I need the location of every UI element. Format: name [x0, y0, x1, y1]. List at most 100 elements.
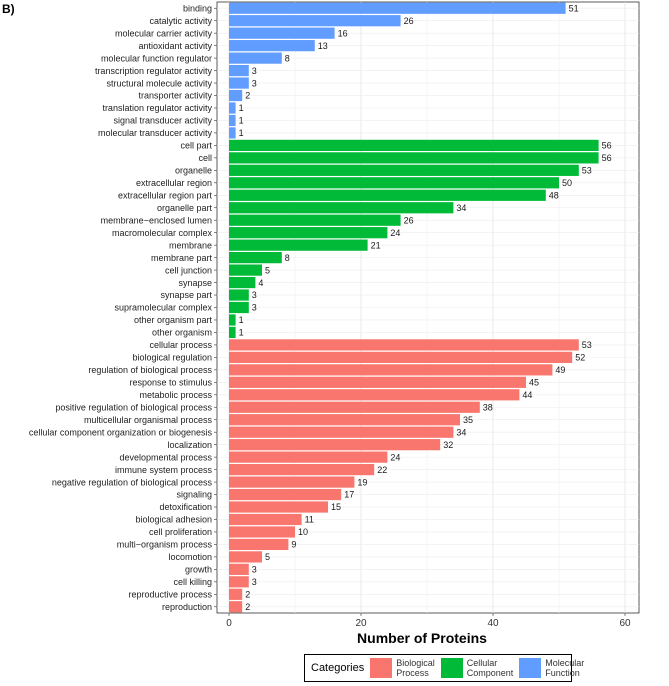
category-label: negative regulation of biological proces… — [52, 477, 213, 487]
bar — [229, 139, 599, 152]
legend-item-molecular-function: Molecular Function — [519, 658, 584, 678]
bar — [229, 15, 401, 27]
bar — [229, 114, 236, 127]
bar — [229, 214, 401, 226]
x-tick-label: 0 — [226, 618, 232, 629]
bar — [229, 27, 335, 39]
data-label: 21 — [371, 240, 381, 250]
legend-label-line: Process — [396, 668, 429, 678]
data-label: 49 — [555, 365, 565, 375]
data-label: 26 — [404, 215, 414, 225]
data-label: 11 — [305, 515, 314, 525]
bar — [229, 389, 520, 401]
category-label: cell junction — [165, 265, 212, 275]
bar — [229, 588, 243, 600]
bar — [229, 401, 480, 413]
legend-label-line: Molecular — [545, 658, 585, 668]
data-label: 1 — [239, 103, 244, 113]
category-label: detoxification — [159, 502, 212, 512]
category-label: catalytic activity — [149, 16, 212, 26]
category-label: transcription regulator activity — [95, 66, 213, 76]
bar — [229, 276, 256, 289]
bar — [229, 301, 249, 314]
data-label: 5 — [265, 265, 270, 275]
bar — [229, 526, 295, 538]
bar — [229, 414, 460, 426]
data-label: 34 — [456, 427, 466, 437]
category-label: other organism part — [134, 315, 213, 325]
data-label: 1 — [239, 315, 244, 325]
category-label: molecular carrier activity — [115, 28, 213, 38]
data-label: 24 — [390, 452, 400, 462]
data-label: 35 — [463, 415, 473, 425]
data-label: 48 — [549, 190, 559, 200]
category-label: membrane part — [151, 253, 213, 263]
legend-item-biological-process: Biological Process — [370, 658, 435, 678]
data-label: 17 — [344, 490, 354, 500]
category-label: membrane — [169, 240, 212, 250]
category-label: regulation of biological process — [88, 365, 212, 375]
category-label: signaling — [176, 490, 212, 500]
data-label: 38 — [483, 402, 493, 412]
bar — [229, 551, 262, 563]
category-label: supramolecular complex — [114, 303, 212, 313]
data-label: 56 — [602, 153, 612, 163]
legend-label-line: Biological — [396, 658, 435, 668]
category-label: locomotion — [168, 552, 212, 562]
bar — [229, 2, 566, 14]
category-label: structural molecule activity — [106, 78, 212, 88]
x-tick-label: 20 — [355, 618, 367, 629]
category-label: antioxidant activity — [138, 41, 212, 51]
data-label: 13 — [318, 41, 328, 51]
data-label: 26 — [404, 16, 414, 26]
legend-item-cellular-component: Cellular Component — [440, 658, 513, 678]
data-label: 44 — [522, 390, 532, 400]
bar — [229, 339, 579, 351]
axis-layer: 0 20 40 60 Number of Proteins — [214, 7, 631, 646]
bar — [229, 488, 342, 501]
category-label: organelle — [175, 166, 212, 176]
data-label: 3 — [252, 290, 257, 300]
bar — [229, 364, 553, 376]
data-label: 3 — [252, 78, 257, 88]
bar — [229, 513, 302, 526]
category-label: macromolecular complex — [112, 228, 213, 238]
category-label: biological adhesion — [135, 515, 212, 525]
bar — [229, 227, 388, 239]
category-label: membrane−enclosed lumen — [101, 215, 212, 225]
bar-layer — [229, 2, 599, 613]
bar — [229, 177, 559, 189]
category-label: synapse part — [160, 290, 212, 300]
data-label: 15 — [331, 502, 341, 512]
bar — [229, 439, 441, 451]
legend-label-line: Cellular — [466, 658, 498, 668]
category-label: signal transducer activity — [113, 116, 212, 126]
x-axis-title: Number of Proteins — [357, 630, 487, 646]
data-label: 2 — [245, 589, 250, 599]
bar — [229, 476, 355, 488]
category-label: cellular component organization or bioge… — [29, 427, 213, 437]
bar — [229, 164, 579, 176]
category-label: metabolic process — [139, 390, 212, 400]
data-label: 4 — [258, 278, 263, 288]
bar — [229, 77, 249, 89]
data-label: 8 — [285, 253, 290, 263]
category-label: localization — [167, 440, 212, 450]
bar — [229, 376, 526, 388]
category-label: multicellular organismal process — [84, 415, 213, 425]
data-label: 56 — [602, 141, 612, 151]
category-label: multi−organism process — [117, 540, 213, 550]
category-label: synapse — [178, 278, 212, 288]
legend-swatch-biological-process — [370, 658, 393, 678]
bar — [229, 239, 368, 251]
bar — [229, 501, 328, 513]
data-label: 9 — [291, 540, 296, 550]
category-label: extracellular region part — [118, 190, 213, 200]
data-label: 3 — [252, 577, 257, 587]
category-label: cell killing — [173, 577, 212, 587]
x-tick-label: 60 — [619, 618, 631, 629]
bar — [229, 202, 454, 214]
bar — [229, 351, 573, 363]
